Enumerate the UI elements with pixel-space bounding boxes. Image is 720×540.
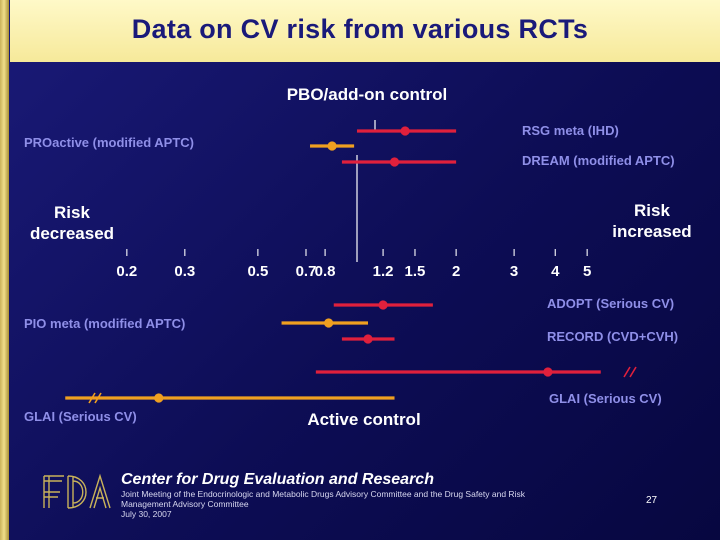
footer-date: July 30, 2007 xyxy=(121,509,172,519)
tick-label: 3 xyxy=(510,263,518,280)
risk-increased-label-line2: increased xyxy=(612,222,691,241)
group-label-placebo: PBO/add-on control xyxy=(287,85,448,104)
title-banner xyxy=(10,0,720,62)
point-estimate xyxy=(363,334,373,344)
point-estimate xyxy=(378,300,388,310)
tick-label: 0.8 xyxy=(315,263,336,280)
footer-meeting: Joint Meeting of the Endocrinologic and … xyxy=(121,489,525,509)
group-label-active: Active control xyxy=(307,410,420,429)
footer-meeting-info: Joint Meeting of the Endocrinologic and … xyxy=(121,489,541,519)
series-label: GLAI (Serious CV) xyxy=(24,409,137,424)
reference-line-group xyxy=(356,120,376,262)
tick-label: 1.5 xyxy=(405,263,426,280)
point-estimate xyxy=(154,393,164,403)
series-label: RECORD (CVD+CVH) xyxy=(547,329,678,344)
tick-label: 0.2 xyxy=(116,263,137,280)
tick-label: 4 xyxy=(551,263,560,280)
labels-group: RSG meta (IHD) PROactive (modified APTC) D… xyxy=(24,85,692,429)
slide-title: Data on CV risk from various RCTs xyxy=(131,14,589,44)
series-label: DREAM (modified APTC) xyxy=(522,153,675,168)
axis-break-mark xyxy=(94,392,102,404)
axis-break-mark xyxy=(623,366,631,378)
risk-increased-label-line1: Risk xyxy=(634,201,670,220)
series-label: PIO meta (modified APTC) xyxy=(24,316,185,331)
point-estimate xyxy=(389,157,400,167)
axis-break-mark xyxy=(88,392,96,404)
point-estimate xyxy=(327,141,337,151)
page-number: 27 xyxy=(646,495,658,506)
series-label: ADOPT (Serious CV) xyxy=(547,296,674,311)
tick-label: 0.7 xyxy=(296,263,317,280)
point-estimate xyxy=(324,318,334,328)
series-label: RSG meta (IHD) xyxy=(522,123,619,138)
tick-label: 5 xyxy=(583,263,591,280)
tick-label: 0.3 xyxy=(174,263,195,280)
risk-decreased-label-line2: decreased xyxy=(30,224,114,243)
axis-ticks: 0.2 0.3 0.5 0.70.8 1.2 1.5 2 3 4 5 xyxy=(116,249,591,280)
tick-label: 2 xyxy=(452,263,460,280)
tick-label: 0.5 xyxy=(247,263,268,280)
risk-decreased-label-line1: Risk xyxy=(54,203,90,222)
left-accent-bar xyxy=(0,0,9,540)
series-label: PROactive (modified APTC) xyxy=(24,135,194,150)
axis-break-mark xyxy=(629,366,637,378)
series-label: GLAI (Serious CV) xyxy=(549,391,662,406)
tick-label: 1.2 xyxy=(373,263,394,280)
footer-center-name: Center for Drug Evaluation and Research xyxy=(121,471,434,488)
point-estimate xyxy=(400,126,410,136)
point-estimate xyxy=(543,367,553,377)
fda-logo xyxy=(43,473,111,509)
series-group xyxy=(65,126,637,404)
